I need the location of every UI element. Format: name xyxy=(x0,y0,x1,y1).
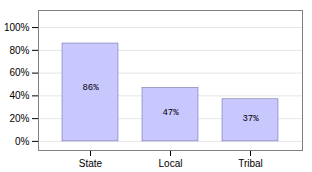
svg-text:47%: 47% xyxy=(162,108,179,118)
svg-text:Tribal: Tribal xyxy=(238,158,263,169)
svg-text:100%: 100% xyxy=(4,22,30,33)
svg-text:37%: 37% xyxy=(242,114,259,124)
svg-text:60%: 60% xyxy=(9,67,29,78)
svg-text:20%: 20% xyxy=(9,113,29,124)
svg-text:State: State xyxy=(79,158,103,169)
svg-text:40%: 40% xyxy=(9,90,29,101)
svg-text:80%: 80% xyxy=(9,45,29,56)
svg-text:86%: 86% xyxy=(82,83,99,93)
svg-text:0%: 0% xyxy=(15,136,30,147)
svg-text:Local: Local xyxy=(159,158,183,169)
